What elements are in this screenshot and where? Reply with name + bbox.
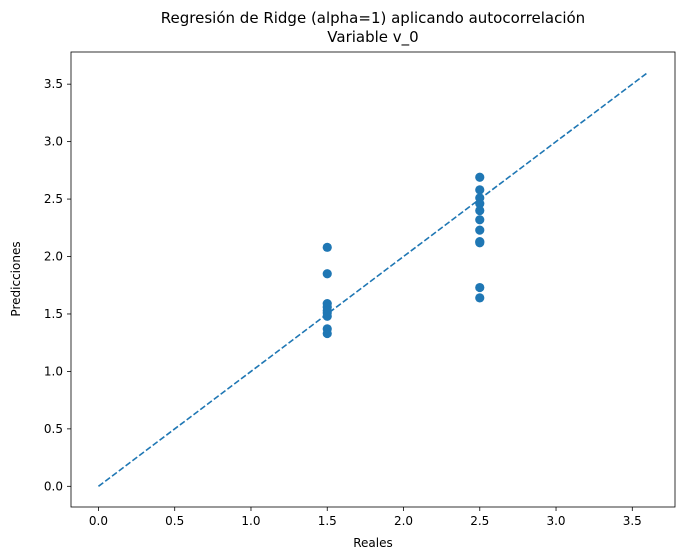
data-point [322, 242, 332, 252]
data-point [475, 172, 485, 182]
data-point [322, 311, 332, 321]
data-point [475, 293, 485, 303]
chart-subtitle: Variable v_0 [327, 28, 418, 47]
x-tick-label: 2.5 [470, 514, 489, 528]
y-tick-label: 2.5 [44, 192, 63, 206]
y-tick-label: 2.0 [44, 250, 63, 264]
data-point [475, 225, 485, 235]
data-point [475, 199, 485, 209]
chart-title: Regresión de Ridge (alpha=1) aplicando a… [161, 9, 585, 27]
x-tick-label: 3.0 [546, 514, 565, 528]
y-axis-label: Predicciones [9, 241, 23, 316]
x-tick-label: 1.5 [318, 514, 337, 528]
x-tick-label: 3.5 [623, 514, 642, 528]
reference-line [97, 72, 649, 487]
plot-area [97, 72, 649, 487]
data-point [475, 282, 485, 293]
x-axis-label: Reales [353, 536, 393, 550]
x-axis: 0.0 0.5 1.0 1.5 2.0 2.5 3.0 3.5 [89, 507, 642, 528]
data-point [475, 185, 485, 195]
y-tick-label: 0.0 [44, 479, 63, 493]
data-point [322, 328, 332, 339]
y-tick-label: 1.0 [44, 364, 63, 378]
y-tick-label: 0.5 [44, 422, 63, 436]
data-point [475, 238, 485, 248]
x-tick-label: 0.0 [89, 514, 108, 528]
data-point [475, 215, 485, 225]
y-tick-label: 1.5 [44, 307, 63, 321]
x-tick-label: 0.5 [165, 514, 184, 528]
data-point [475, 205, 485, 216]
x-tick-label: 1.0 [241, 514, 260, 528]
y-tick-label: 3.5 [44, 77, 63, 91]
data-point [322, 269, 332, 279]
y-axis: 0.0 0.5 1.0 1.5 2.0 2.5 3.0 3.5 [44, 77, 71, 493]
y-tick-label: 3.0 [44, 135, 63, 149]
x-tick-label: 2.0 [394, 514, 413, 528]
plot-frame [70, 51, 676, 508]
